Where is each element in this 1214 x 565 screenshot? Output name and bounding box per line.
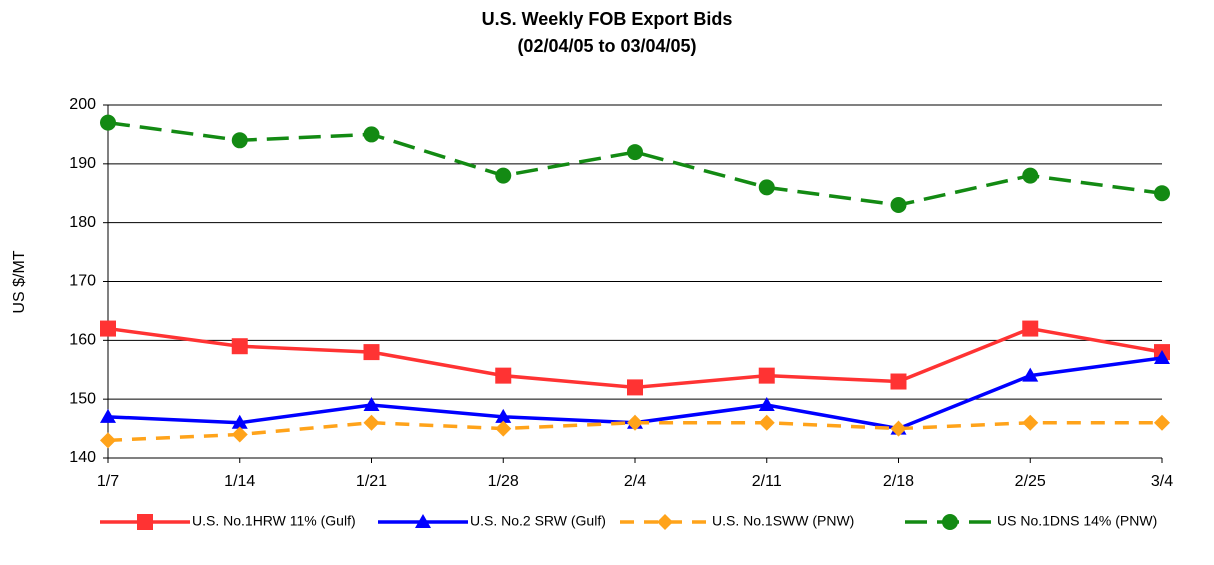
x-tick-label: 1/7 — [97, 473, 119, 490]
data-point — [495, 420, 512, 437]
data-point — [627, 414, 643, 431]
data-point — [495, 167, 512, 184]
data-point — [495, 408, 512, 423]
data-point — [363, 414, 380, 431]
y-tick-label: 140 — [69, 449, 96, 466]
legend-label: U.S. No.1HRW 11% (Gulf) — [192, 513, 356, 529]
y-tick-label: 170 — [69, 273, 96, 290]
y-tick-label: 180 — [69, 214, 96, 231]
data-point — [100, 408, 116, 423]
data-point — [627, 379, 643, 396]
data-point — [890, 197, 907, 214]
legend-label: US No.1DNS 14% (PNW) — [997, 513, 1157, 529]
data-point — [1154, 349, 1170, 364]
y-tick-label: 160 — [69, 332, 96, 349]
data-point — [758, 179, 775, 196]
data-point — [1154, 414, 1170, 431]
series-line — [107, 326, 1163, 390]
x-tick-label: 1/21 — [356, 473, 387, 490]
x-tick-label: 2/11 — [752, 473, 782, 490]
y-axis-label: US $/MT — [11, 250, 28, 313]
data-point — [1022, 167, 1039, 184]
x-tick-label: 2/25 — [1015, 473, 1046, 490]
data-point — [758, 367, 775, 384]
data-point — [231, 338, 248, 355]
legend-marker — [942, 514, 958, 530]
data-point — [1022, 367, 1039, 382]
series-line — [107, 420, 1162, 443]
series-line — [107, 120, 1163, 207]
data-point — [1022, 414, 1039, 431]
data-point — [890, 420, 907, 437]
chart-subtitle: (02/04/05 to 03/04/05) — [517, 36, 696, 56]
x-tick-label: 3/4 — [1151, 473, 1173, 490]
x-tick-label: 1/14 — [224, 473, 255, 490]
y-tick-label: 200 — [69, 96, 96, 113]
y-tick-label: 150 — [69, 390, 96, 407]
data-point — [100, 432, 116, 449]
data-point — [1154, 185, 1170, 202]
data-point — [1022, 320, 1039, 337]
y-tick-label: 190 — [69, 155, 96, 172]
data-point — [363, 344, 380, 361]
data-point — [627, 144, 643, 161]
legend-marker — [137, 514, 153, 530]
x-tick-label: 1/28 — [488, 473, 519, 490]
data-point — [890, 373, 907, 390]
data-point — [363, 126, 380, 143]
data-point — [231, 414, 248, 429]
data-point — [363, 397, 380, 412]
data-point — [495, 367, 512, 384]
data-point — [758, 397, 775, 412]
legend-marker — [657, 514, 673, 530]
data-point — [100, 320, 116, 337]
legend-marker — [415, 514, 431, 528]
x-tick-label: 2/18 — [883, 473, 914, 490]
chart-title: U.S. Weekly FOB Export Bids — [482, 9, 733, 29]
legend-label: U.S. No.1SWW (PNW) — [712, 513, 854, 529]
x-tick-label: 2/4 — [624, 473, 646, 490]
data-point — [231, 426, 248, 443]
data-point — [231, 132, 248, 149]
data-point — [758, 414, 775, 431]
legend-label: U.S. No.2 SRW (Gulf) — [470, 513, 606, 529]
data-point — [100, 114, 116, 131]
